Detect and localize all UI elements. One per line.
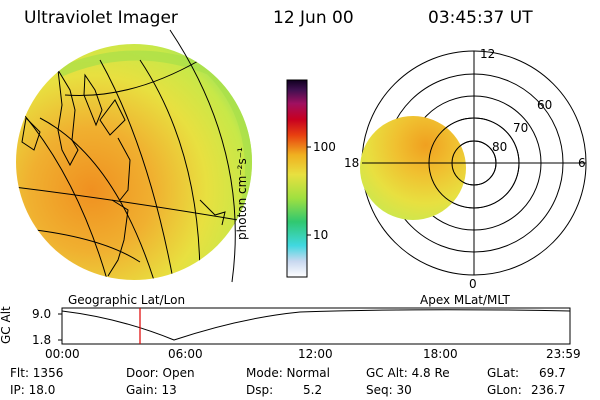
ip-info: IP: 18.0 — [10, 383, 56, 397]
lon-line — [139, 59, 201, 280]
lat-label-80: 80 — [492, 140, 508, 154]
instrument-title: Ultraviolet Imager — [24, 8, 178, 28]
auroral-oval-image — [360, 116, 466, 220]
x-tick-1200: 12:00 — [298, 347, 333, 361]
x-tick-0600: 06:00 — [168, 347, 203, 361]
lon-line — [99, 59, 176, 280]
glat-info: GLat: — [487, 366, 520, 380]
mlt-label-12: 12 — [480, 47, 496, 61]
mode-info: Mode: Normal — [246, 366, 330, 380]
polar-plot — [360, 50, 587, 276]
colorbar — [286, 79, 308, 278]
glon-value: 236.7 — [531, 383, 566, 397]
coastline — [117, 137, 131, 201]
orbit-plot-frame — [61, 307, 571, 345]
gc-alt-ylabel: GC Alt — [0, 306, 13, 344]
date-label: 12 Jun 00 — [273, 8, 354, 28]
gcalt-info: GC Alt: 4.8 Re — [366, 366, 450, 380]
geographic-image — [16, 29, 252, 283]
x-tick-1800: 18:00 — [423, 347, 458, 361]
lat-line — [16, 186, 251, 223]
mlt-label-6: 6 — [578, 156, 586, 170]
coastline — [57, 69, 79, 167]
coastline — [21, 116, 41, 151]
coastline — [99, 99, 126, 136]
geographic-label: Geographic Lat/Lon — [68, 293, 186, 307]
seq-info: Seq: 30 — [366, 383, 412, 397]
mlt-label-0: 0 — [469, 277, 477, 291]
coastline — [199, 199, 226, 226]
altitude-curve — [61, 309, 571, 341]
door-info: Door: Open — [126, 366, 195, 380]
coastline — [83, 73, 103, 127]
flt-info: Flt: 1356 — [10, 366, 64, 380]
lat-label-60: 60 — [537, 98, 553, 112]
glat-value: 69.7 — [539, 366, 566, 380]
x-tick-2359: 23:59 — [546, 347, 581, 361]
time-label: 03:45:37 UT — [428, 8, 533, 28]
lat-line — [39, 117, 161, 280]
coastline — [107, 199, 129, 277]
mlt-label-18: 18 — [344, 156, 360, 170]
gain-info: Gain: 13 — [126, 383, 177, 397]
colorbar-unit-label: photon cm⁻²s⁻¹ — [235, 147, 249, 240]
y-tick-9: 9.0 — [32, 307, 52, 321]
terminator-line — [169, 29, 236, 283]
x-tick-0000: 00:00 — [45, 347, 80, 361]
lon-line — [19, 109, 111, 280]
dsp-value: 5.2 — [303, 383, 323, 397]
lat-label-70: 70 — [513, 121, 529, 135]
colorbar-tick-label-10: 10 — [313, 228, 329, 242]
apex-label: Apex MLat/MLT — [420, 293, 510, 307]
earth-disk — [16, 44, 252, 280]
y-tick-1-8: 1.8 — [32, 333, 52, 347]
glon-info: GLon: — [487, 383, 522, 397]
orbit-plot — [58, 307, 571, 345]
dsp-info: Dsp: — [246, 383, 274, 397]
lat-line — [64, 59, 201, 97]
colorbar-tick-label-100: 100 — [313, 140, 336, 154]
